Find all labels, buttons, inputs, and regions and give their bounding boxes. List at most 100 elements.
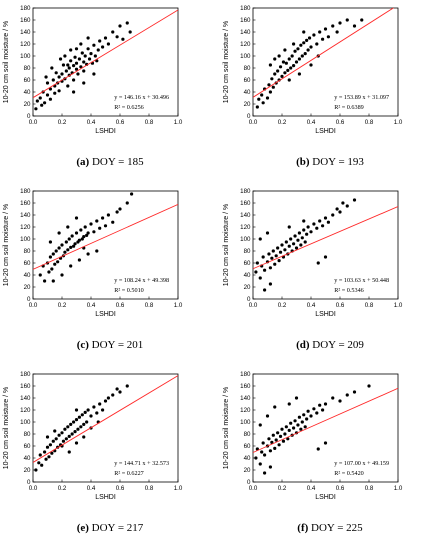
data-point [51, 78, 55, 82]
data-point [63, 427, 67, 431]
r-squared: R² = 0.6227 [114, 470, 144, 477]
data-point [60, 72, 64, 76]
y-tick-label: 60 [24, 443, 31, 450]
y-tick-label: 160 [240, 200, 251, 207]
data-point [53, 429, 57, 433]
data-point [294, 246, 299, 250]
data-point [297, 415, 301, 419]
data-point [60, 273, 64, 277]
r-squared: R² = 0.6389 [334, 104, 364, 111]
data-point [48, 240, 53, 244]
caption-text: DOY = 225 [308, 522, 363, 534]
x-tick-label: 0.2 [278, 119, 287, 126]
y-tick-label: 100 [20, 236, 31, 243]
x-tick-label: 0.0 [29, 302, 38, 309]
y-tick-label: 40 [244, 455, 251, 462]
data-point [321, 224, 325, 228]
data-point [267, 437, 271, 441]
scatter-plot: 0 20 40 60 80 100 120 140 160 180 0.0 0.2 0.4 0.6 0.8 1… [3, 188, 183, 318]
data-point [38, 453, 42, 457]
data-point [309, 45, 313, 49]
caption-text: DOY = 201 [88, 339, 144, 351]
x-axis-label: LSHDI [95, 311, 116, 318]
data-point [54, 249, 58, 253]
x-tick-label: 0.2 [58, 302, 67, 309]
data-point [57, 89, 61, 93]
data-point [115, 210, 119, 214]
data-point [316, 447, 320, 451]
data-point [292, 64, 296, 68]
regression-line [33, 204, 178, 270]
data-point [74, 47, 79, 51]
caption-letter: (f) [297, 522, 309, 534]
data-point [299, 43, 303, 47]
data-point [43, 450, 47, 454]
y-tick-label: 80 [24, 65, 31, 72]
data-point [69, 48, 73, 52]
data-point [277, 443, 281, 447]
data-point [341, 201, 345, 205]
x-tick-label: 0.8 [145, 485, 154, 492]
y-tick-label: 140 [240, 29, 251, 36]
x-tick-label: 0.4 [87, 302, 96, 309]
data-point [85, 420, 89, 424]
y-tick-label: 160 [240, 17, 251, 24]
caption-letter: (b) [296, 156, 310, 168]
x-tick-label: 0.2 [278, 485, 287, 492]
data-point [292, 242, 296, 246]
regression-line [253, 387, 398, 453]
y-tick-label: 180 [20, 188, 31, 195]
data-point [48, 87, 53, 91]
data-point [125, 201, 129, 205]
x-tick-label: 0.8 [365, 485, 374, 492]
data-point [92, 43, 96, 47]
data-point [45, 93, 50, 97]
data-point [86, 36, 90, 40]
data-point [312, 33, 316, 37]
data-point [260, 450, 264, 454]
data-point [130, 192, 134, 196]
data-point [302, 219, 306, 223]
x-tick-label: 0.6 [336, 302, 345, 309]
y-tick-label: 160 [20, 200, 31, 207]
data-point [60, 431, 64, 435]
y-tick-label: 40 [244, 272, 251, 279]
scatter-plot: 0 20 40 60 80 100 120 140 160 180 0.0 0.2 0.4 0.6 0.8 1… [223, 188, 403, 318]
x-tick-label: 0.4 [87, 119, 96, 126]
data-point [74, 441, 79, 445]
data-point [92, 230, 96, 234]
plot-frame [32, 373, 179, 483]
data-point [326, 220, 330, 224]
data-point [51, 252, 55, 256]
scatter-panel: 0 20 40 60 80 100 120 140 160 180 0.0 0.2 0.4 0.6 0.8 1… [220, 183, 440, 366]
y-tick-label: 80 [244, 431, 251, 438]
data-point [48, 97, 53, 101]
data-point [299, 427, 303, 431]
data-point [74, 61, 79, 65]
data-point [73, 430, 77, 434]
data-point [273, 405, 277, 409]
x-tick-label: 1.0 [394, 119, 403, 126]
data-point [66, 225, 70, 229]
data-point [115, 35, 119, 39]
data-point [93, 54, 97, 58]
data-point [265, 231, 270, 235]
y-tick-label: 60 [24, 77, 31, 84]
data-point [79, 42, 83, 46]
data-point [86, 408, 90, 412]
data-point [103, 399, 108, 403]
data-point [277, 259, 281, 263]
data-point [64, 437, 68, 441]
regression-line [253, 206, 398, 270]
data-point [302, 413, 306, 417]
data-point [289, 66, 293, 70]
data-point [44, 457, 48, 461]
data-point [258, 462, 262, 466]
data-point [53, 91, 57, 95]
data-point [280, 74, 284, 78]
data-point [72, 78, 76, 82]
data-point [103, 224, 108, 228]
data-point [255, 105, 259, 109]
panel-caption: (c) DOY = 201 [0, 339, 220, 351]
data-point [297, 57, 301, 61]
